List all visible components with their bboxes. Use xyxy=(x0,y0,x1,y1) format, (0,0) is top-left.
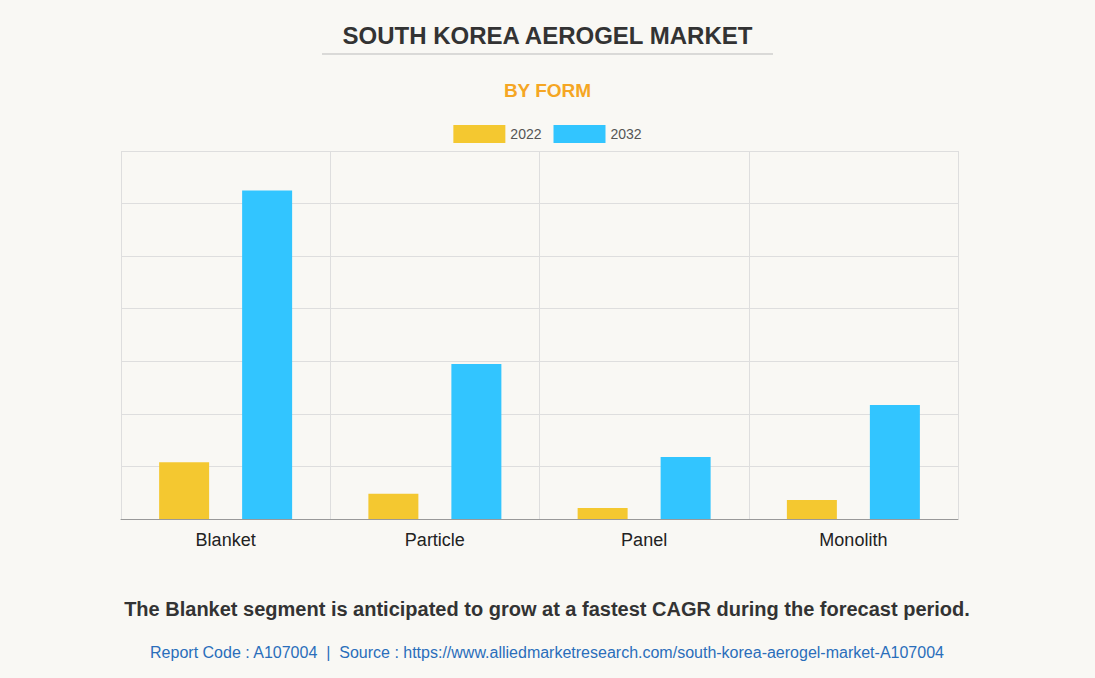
svg-text:Monolith: Monolith xyxy=(819,530,887,550)
svg-text:Report Code : A107004 | Sour: Report Code : A107004 | Source : https:/… xyxy=(150,644,944,661)
svg-text:Panel: Panel xyxy=(621,530,667,550)
svg-text:2022: 2022 xyxy=(510,126,541,142)
svg-text:2032: 2032 xyxy=(611,126,642,142)
svg-text:Particle: Particle xyxy=(405,530,465,550)
svg-text:SOUTH KOREA AEROGEL MARKET: SOUTH KOREA AEROGEL MARKET xyxy=(343,22,753,49)
svg-text:BY FORM: BY FORM xyxy=(504,80,591,101)
svg-text:The Blanket segment is anticip: The Blanket segment is anticipated to gr… xyxy=(124,598,970,620)
svg-text:Blanket: Blanket xyxy=(196,530,256,550)
